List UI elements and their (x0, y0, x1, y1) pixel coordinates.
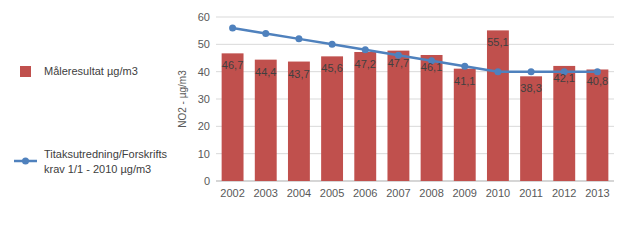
bar (520, 76, 542, 181)
data-label: 38,3 (520, 82, 541, 94)
x-tick-label: 2010 (486, 187, 510, 199)
x-tick-label: 2006 (353, 187, 377, 199)
bar (487, 30, 509, 181)
chart-container: 0 10 20 30 40 50 60 NO2 - µg/m3 2002 2003 2004 2005… (0, 0, 628, 228)
bar (387, 51, 409, 181)
legend: Måleresultat µg/m3 Titaksutredning/Forskr… (14, 65, 168, 175)
x-tick-label: 2011 (519, 187, 543, 199)
line-marker (329, 41, 336, 48)
legend-label-line: Måleresultat µg/m3 (44, 65, 138, 77)
legend-marker (22, 158, 29, 165)
line-marker (295, 35, 302, 42)
line-marker (229, 24, 236, 31)
grid-line (216, 17, 614, 18)
marks (222, 24, 609, 181)
bar (288, 62, 310, 181)
y-axis-label: NO2 - µg/m3 (177, 70, 188, 128)
data-label: 41,1 (454, 75, 475, 87)
bar (586, 69, 608, 181)
line-marker (528, 68, 535, 75)
bar (222, 53, 244, 181)
x-tick-label: 2007 (386, 187, 410, 199)
bar (354, 52, 376, 181)
y-tick-label: 60 (198, 11, 210, 23)
x-tick-label: 2013 (585, 187, 609, 199)
legend-label-line: krav 1/1 - 2010 µg/m3 (44, 163, 151, 175)
x-tick-label: 2012 (552, 187, 576, 199)
y-tick-label: 0 (204, 175, 210, 187)
data-label: 47,7 (388, 57, 409, 69)
x-tick-label: 2005 (320, 187, 344, 199)
line-marker (262, 30, 269, 37)
data-label: 40,8 (587, 75, 608, 87)
y-tick-label: 30 (198, 93, 210, 105)
line-marker (461, 63, 468, 70)
bar (255, 60, 277, 181)
data-label: 45,6 (321, 62, 342, 74)
data-labels: 46,7 44,4 43,7 45,6 47,2 47,7 46,1 41,1 55,1 38,3… (222, 36, 608, 94)
x-tick-label: 2002 (220, 187, 244, 199)
data-label: 47,2 (355, 58, 376, 70)
data-label: 42,1 (554, 72, 575, 84)
x-tick-label: 2009 (453, 187, 477, 199)
x-tick-label: 2003 (254, 187, 278, 199)
x-tick-label: 2008 (419, 187, 443, 199)
bar (454, 69, 476, 181)
legend-swatch (20, 66, 31, 77)
line (233, 28, 598, 72)
y-tick-label: 20 (198, 120, 210, 132)
y-tick-label: 40 (198, 66, 210, 78)
bar (421, 55, 443, 181)
data-label: 43,7 (288, 68, 309, 80)
chart-svg: 0 10 20 30 40 50 60 NO2 - µg/m3 2002 2003 2004 2005… (0, 0, 628, 228)
y-tick-label: 50 (198, 38, 210, 50)
y-tick-label: 10 (198, 148, 210, 160)
legend-label-line: Titaksutredning/Forskrifts (44, 148, 168, 160)
legend-label: Titaksutredning/Forskrifts krav 1/1 - 201… (44, 148, 168, 175)
data-label: 55,1 (487, 36, 508, 48)
line-marker (362, 46, 369, 53)
data-label: 46,7 (222, 59, 243, 71)
data-label: 44,4 (255, 66, 276, 78)
line-marker (594, 68, 601, 75)
grid (216, 17, 614, 181)
grid-line (216, 44, 614, 45)
legend-label: Måleresultat µg/m3 (44, 65, 138, 77)
x-tick-label: 2004 (287, 187, 311, 199)
data-label: 46,1 (421, 61, 442, 73)
bar (553, 66, 575, 181)
bar (321, 56, 343, 181)
line-marker (494, 68, 501, 75)
